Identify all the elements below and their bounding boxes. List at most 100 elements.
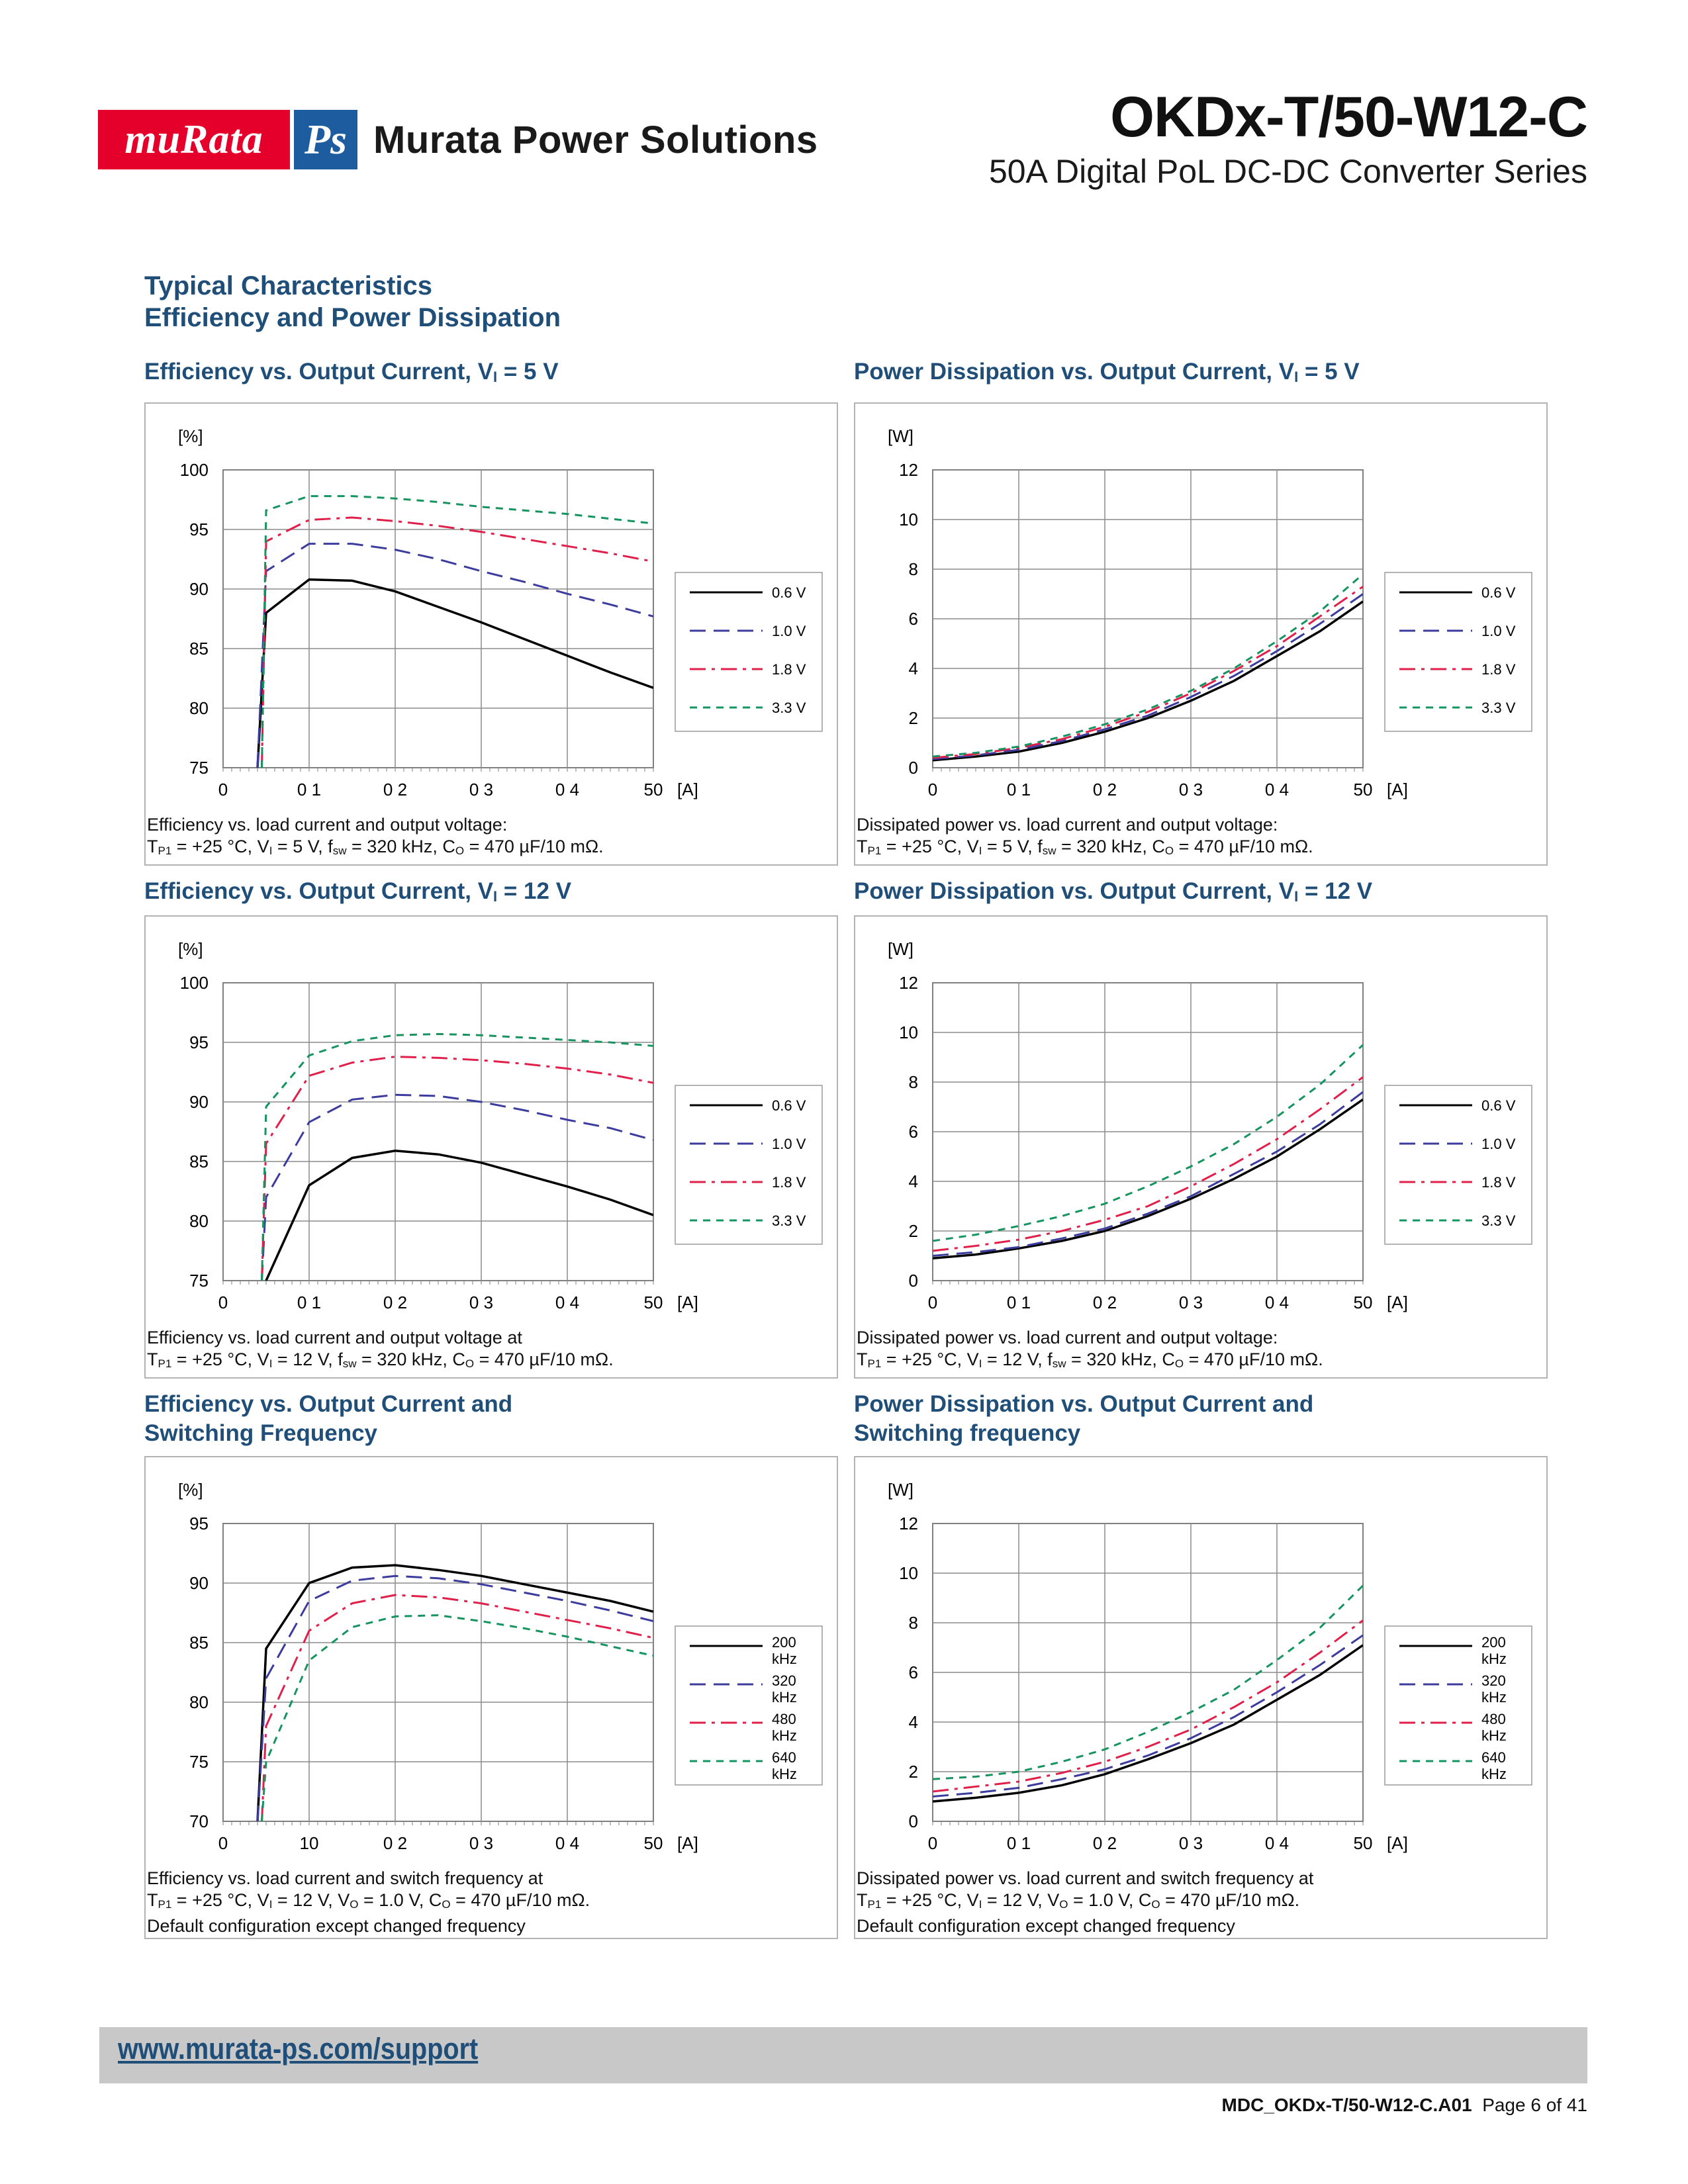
legend-label: 0.6 V [772, 1097, 806, 1114]
y-axis-label: [W] [888, 1480, 914, 1500]
y-tick-label: 70 [189, 1811, 209, 1831]
y-tick-label: 75 [189, 1271, 209, 1291]
y-tick-label: 90 [189, 1573, 209, 1593]
series-line-1 [933, 1098, 1363, 1260]
y-tick-label: 2 [909, 1221, 918, 1241]
y-tick-label: 95 [189, 520, 209, 539]
legend-label: 200 [772, 1634, 796, 1651]
y-tick-label: 0 [909, 1811, 918, 1831]
footer-doc-id: MDC_OKDx-T/50-W12-C.A01 Page 6 of 41 [1222, 2095, 1587, 2116]
chart-legend [1384, 1085, 1532, 1245]
y-tick-label: 80 [189, 1692, 209, 1712]
company-logo: muRata Ps Murata Power Solutions [98, 110, 818, 169]
chart-panel: 0 2 4 6 8 10 12 0 0 1 0 2 0 3 0 4 50 [W] [A] 0.6 V 1.0 V… [854, 915, 1548, 1379]
series-line-1 [256, 578, 653, 768]
chart-title: Efficiency vs. Output Current, VI = 5 V [144, 359, 559, 385]
x-tick-label: 0 [218, 780, 228, 799]
x-tick-label: 0 1 [1007, 1833, 1031, 1853]
murata-logo-mark: muRata [98, 110, 290, 169]
legend-label-unit: kHz [1481, 1766, 1507, 1782]
chart-svg: 75 80 85 90 95 100 0 0 1 0 2 0 3 0 4 50 [%] [A] 0.6 V 1… [178, 939, 823, 1312]
series-line-2 [933, 1091, 1363, 1257]
section-subheading: Efficiency and Power Dissipation [144, 303, 561, 332]
chart-legend [675, 1625, 823, 1786]
y-tick-label: 0 [909, 758, 918, 778]
x-axis-label: [A] [677, 1833, 698, 1853]
y-tick-label: 4 [909, 659, 918, 678]
x-tick-label: 0 [928, 1293, 937, 1312]
x-tick-label: 50 [1354, 1293, 1373, 1312]
legend-label: 1.8 V [772, 661, 806, 678]
y-tick-label: 6 [909, 1122, 918, 1142]
x-tick-label: 0 3 [469, 1293, 493, 1312]
y-tick-label: 75 [189, 1752, 209, 1772]
chart-title: Power Dissipation vs. Output Current and… [854, 1391, 1314, 1446]
x-tick-label: 0 2 [1093, 780, 1117, 799]
y-tick-label: 95 [189, 1032, 209, 1052]
chart-panel: 75 80 85 90 95 100 0 0 1 0 2 0 3 0 4 50 [%] [A] 0.6 V 1… [144, 915, 838, 1379]
x-tick-label: 0 4 [555, 1833, 579, 1853]
series-line-1 [265, 1150, 653, 1281]
series-line-2 [933, 593, 1363, 760]
section-heading: Typical Characteristics [144, 271, 433, 300]
x-tick-label: 0 2 [383, 1833, 407, 1853]
legend-label: 0.6 V [772, 584, 806, 601]
legend-label: 1.0 V [1481, 1136, 1516, 1152]
legend-label: 320 [1481, 1672, 1506, 1689]
x-tick-label: 0 [928, 780, 937, 799]
legend-label: 1.8 V [1481, 1174, 1516, 1191]
legend-label-unit: kHz [772, 1689, 797, 1706]
x-tick-label: 0 4 [1265, 1293, 1289, 1312]
y-tick-label: 8 [909, 1613, 918, 1633]
x-tick-label: 0 [218, 1293, 228, 1312]
series-line-3 [933, 586, 1363, 759]
chart-legend [675, 1085, 823, 1245]
legend-label: 1.0 V [772, 623, 806, 639]
series-line-3 [261, 1056, 653, 1281]
y-axis-label: [%] [178, 1480, 203, 1500]
chart-title: Efficiency vs. Output Current and Switchi… [144, 1391, 513, 1446]
legend-label: 3.3 V [772, 700, 806, 716]
y-tick-label: 12 [899, 1514, 918, 1533]
series-line-4 [261, 1032, 653, 1281]
y-tick-label: 100 [180, 460, 209, 480]
series-line-4 [933, 1584, 1363, 1780]
product-title: OKDx-T/50-W12-C [1110, 85, 1588, 149]
y-axis-label: [%] [178, 426, 203, 446]
y-axis-label: [W] [888, 939, 914, 959]
legend-label: 640 [1481, 1749, 1506, 1766]
chart-legend [1384, 1625, 1532, 1786]
x-tick-label: 0 3 [1179, 1833, 1203, 1853]
x-axis-label: [A] [1387, 1833, 1408, 1853]
chart-caption: Efficiency vs. load current and output v… [147, 1328, 614, 1370]
chart-title: Power Dissipation vs. Output Current, VI… [854, 359, 1360, 385]
x-tick-label: 10 [300, 1833, 319, 1853]
series-line-4 [261, 495, 653, 768]
support-link[interactable]: www.murata-ps.com/support [118, 2032, 479, 2066]
legend-label: 200 [1481, 1634, 1506, 1651]
chart-svg: 0 2 4 6 8 10 12 0 0 1 0 2 0 3 0 4 50 [W] [A] 0.6 V 1.0 V… [888, 939, 1532, 1312]
legend-label: 0.6 V [1481, 584, 1516, 601]
y-tick-label: 90 [189, 579, 209, 599]
series-line-4 [933, 573, 1363, 758]
y-tick-label: 2 [909, 1762, 918, 1782]
series-line-3 [261, 1594, 653, 1821]
legend-label-unit: kHz [772, 1727, 797, 1744]
y-tick-label: 80 [189, 1211, 209, 1231]
chart-svg: 75 80 85 90 95 100 0 0 1 0 2 0 3 0 4 50 [%] [A] 0.6 V 1… [178, 426, 823, 799]
chart-legend [675, 572, 823, 732]
x-tick-label: 0 2 [1093, 1833, 1117, 1853]
x-tick-label: 0 4 [1265, 780, 1289, 799]
x-tick-label: 0 3 [1179, 780, 1203, 799]
y-tick-label: 2 [909, 708, 918, 728]
legend-label: 3.3 V [1481, 700, 1516, 716]
y-tick-label: 95 [189, 1514, 209, 1533]
x-tick-label: 0 4 [555, 780, 579, 799]
chart-legend [1384, 572, 1532, 732]
x-tick-label: 0 3 [469, 1833, 493, 1853]
legend-label: 1.8 V [772, 1174, 806, 1191]
x-tick-label: 0 1 [297, 1293, 321, 1312]
x-tick-label: 50 [1354, 780, 1373, 799]
chart-caption: Dissipated power vs. load current and sw… [857, 1868, 1314, 1936]
